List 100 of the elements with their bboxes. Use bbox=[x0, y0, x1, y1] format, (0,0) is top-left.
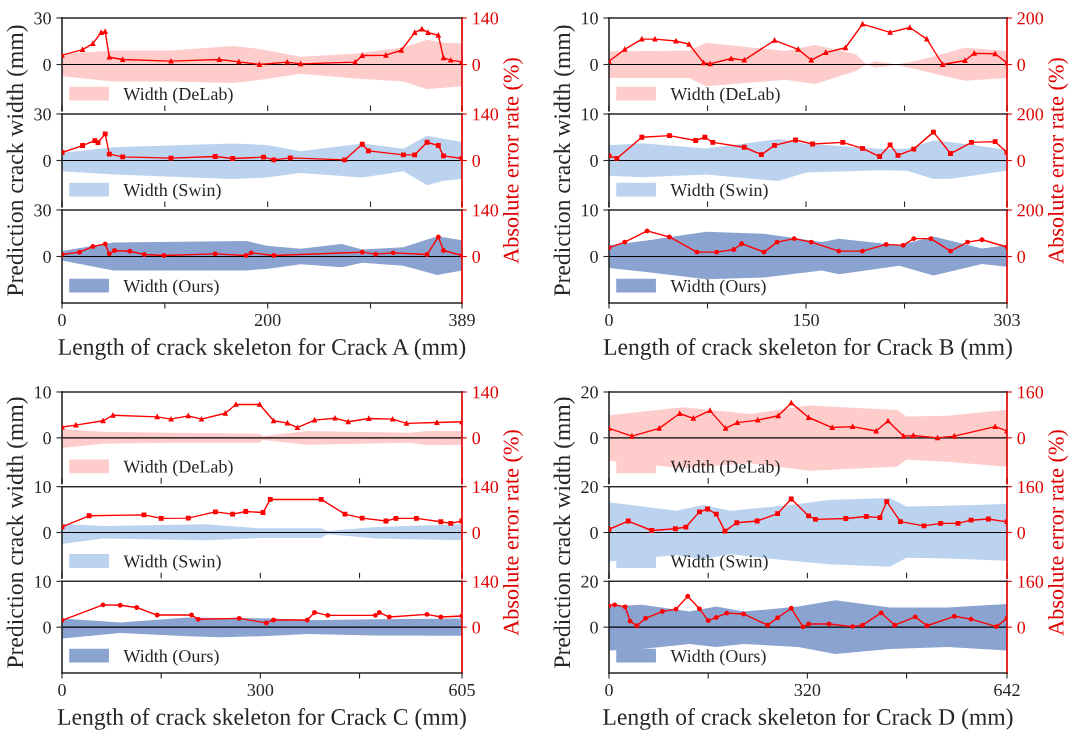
point bbox=[793, 137, 798, 143]
point bbox=[690, 415, 696, 421]
point bbox=[359, 249, 365, 255]
point bbox=[911, 146, 917, 152]
point bbox=[412, 152, 418, 158]
point bbox=[390, 250, 396, 256]
point bbox=[985, 516, 991, 522]
point bbox=[955, 520, 961, 526]
point bbox=[425, 30, 431, 36]
point bbox=[912, 614, 918, 620]
point bbox=[404, 420, 409, 426]
point bbox=[298, 61, 303, 67]
point bbox=[761, 249, 767, 255]
point bbox=[734, 420, 740, 426]
point bbox=[969, 139, 974, 145]
point bbox=[806, 621, 812, 627]
point bbox=[106, 151, 112, 157]
point bbox=[702, 134, 708, 140]
point bbox=[398, 47, 404, 53]
point bbox=[256, 62, 262, 67]
y-tick-label: 0 bbox=[590, 621, 598, 634]
point bbox=[940, 62, 946, 67]
point bbox=[342, 511, 348, 517]
point bbox=[271, 418, 277, 424]
x-axis-title: Length of crack skeleton for Crack D (mm) bbox=[603, 708, 1013, 730]
point bbox=[800, 624, 806, 630]
legend-label: Width (Swin) bbox=[123, 554, 221, 572]
point bbox=[935, 435, 940, 441]
point bbox=[230, 511, 236, 517]
point bbox=[921, 523, 927, 529]
point bbox=[724, 610, 730, 616]
point bbox=[791, 236, 797, 242]
point bbox=[666, 133, 672, 139]
legend-label: Width (Ours) bbox=[123, 279, 219, 296]
point bbox=[962, 58, 968, 63]
point bbox=[693, 138, 699, 143]
y-tick-label: 20 bbox=[581, 386, 598, 399]
point bbox=[92, 138, 98, 144]
y-tick-label: 0 bbox=[43, 432, 51, 445]
x-tick-label: 0 bbox=[58, 683, 66, 697]
point bbox=[412, 30, 418, 36]
y2-tick-label: 0 bbox=[472, 250, 481, 263]
point bbox=[154, 414, 160, 420]
point bbox=[694, 249, 700, 255]
point bbox=[117, 602, 123, 608]
line-series bbox=[62, 497, 462, 530]
point bbox=[810, 141, 816, 147]
point bbox=[112, 248, 117, 253]
point bbox=[236, 615, 242, 621]
point bbox=[134, 605, 140, 610]
point bbox=[808, 239, 814, 245]
point bbox=[424, 252, 430, 257]
point bbox=[199, 416, 204, 422]
legend-label: Width (DeLab) bbox=[123, 87, 233, 104]
y2-axis-title: Absolute error rate (%) bbox=[1047, 58, 1069, 264]
point bbox=[677, 411, 683, 416]
point bbox=[345, 419, 351, 425]
point bbox=[80, 47, 85, 52]
line-series bbox=[62, 602, 462, 626]
point bbox=[860, 21, 865, 27]
point bbox=[287, 155, 293, 161]
y-tick-label: 0 bbox=[43, 526, 51, 539]
point bbox=[863, 514, 869, 519]
y2-tick-label: 140 bbox=[473, 108, 499, 121]
point bbox=[775, 615, 781, 621]
point bbox=[877, 154, 883, 159]
y-axis-title: Prediction crack width (mm) bbox=[553, 25, 575, 296]
point bbox=[860, 622, 865, 628]
y-tick-label: 0 bbox=[43, 250, 51, 263]
point bbox=[697, 606, 702, 612]
point bbox=[386, 614, 392, 620]
x-tick-label: 150 bbox=[794, 313, 819, 327]
point bbox=[707, 408, 713, 414]
x-axis-title: Length of crack skeleton for Crack C (mm) bbox=[57, 708, 466, 730]
point bbox=[372, 612, 378, 618]
point bbox=[843, 45, 848, 51]
point bbox=[892, 622, 898, 628]
y-tick-label: 0 bbox=[43, 58, 51, 71]
point bbox=[656, 425, 662, 431]
point bbox=[713, 614, 719, 620]
point bbox=[697, 509, 702, 515]
y2-axis-title: Absolute error rate (%) bbox=[502, 58, 524, 264]
point bbox=[659, 608, 665, 614]
point bbox=[683, 524, 689, 530]
point bbox=[100, 418, 106, 424]
point bbox=[754, 518, 760, 524]
point bbox=[312, 417, 317, 423]
point bbox=[755, 417, 761, 423]
point bbox=[907, 25, 913, 30]
point bbox=[968, 517, 974, 523]
y2-axis-title: Absolute error rate (%) bbox=[502, 430, 524, 636]
point bbox=[622, 46, 628, 52]
point bbox=[705, 618, 711, 624]
y2-tick-label: 0 bbox=[1017, 432, 1026, 445]
y2-tick-label: 140 bbox=[473, 386, 499, 399]
point bbox=[673, 606, 679, 612]
point bbox=[318, 497, 324, 502]
point bbox=[141, 512, 147, 518]
point bbox=[390, 416, 396, 422]
point bbox=[154, 612, 160, 618]
